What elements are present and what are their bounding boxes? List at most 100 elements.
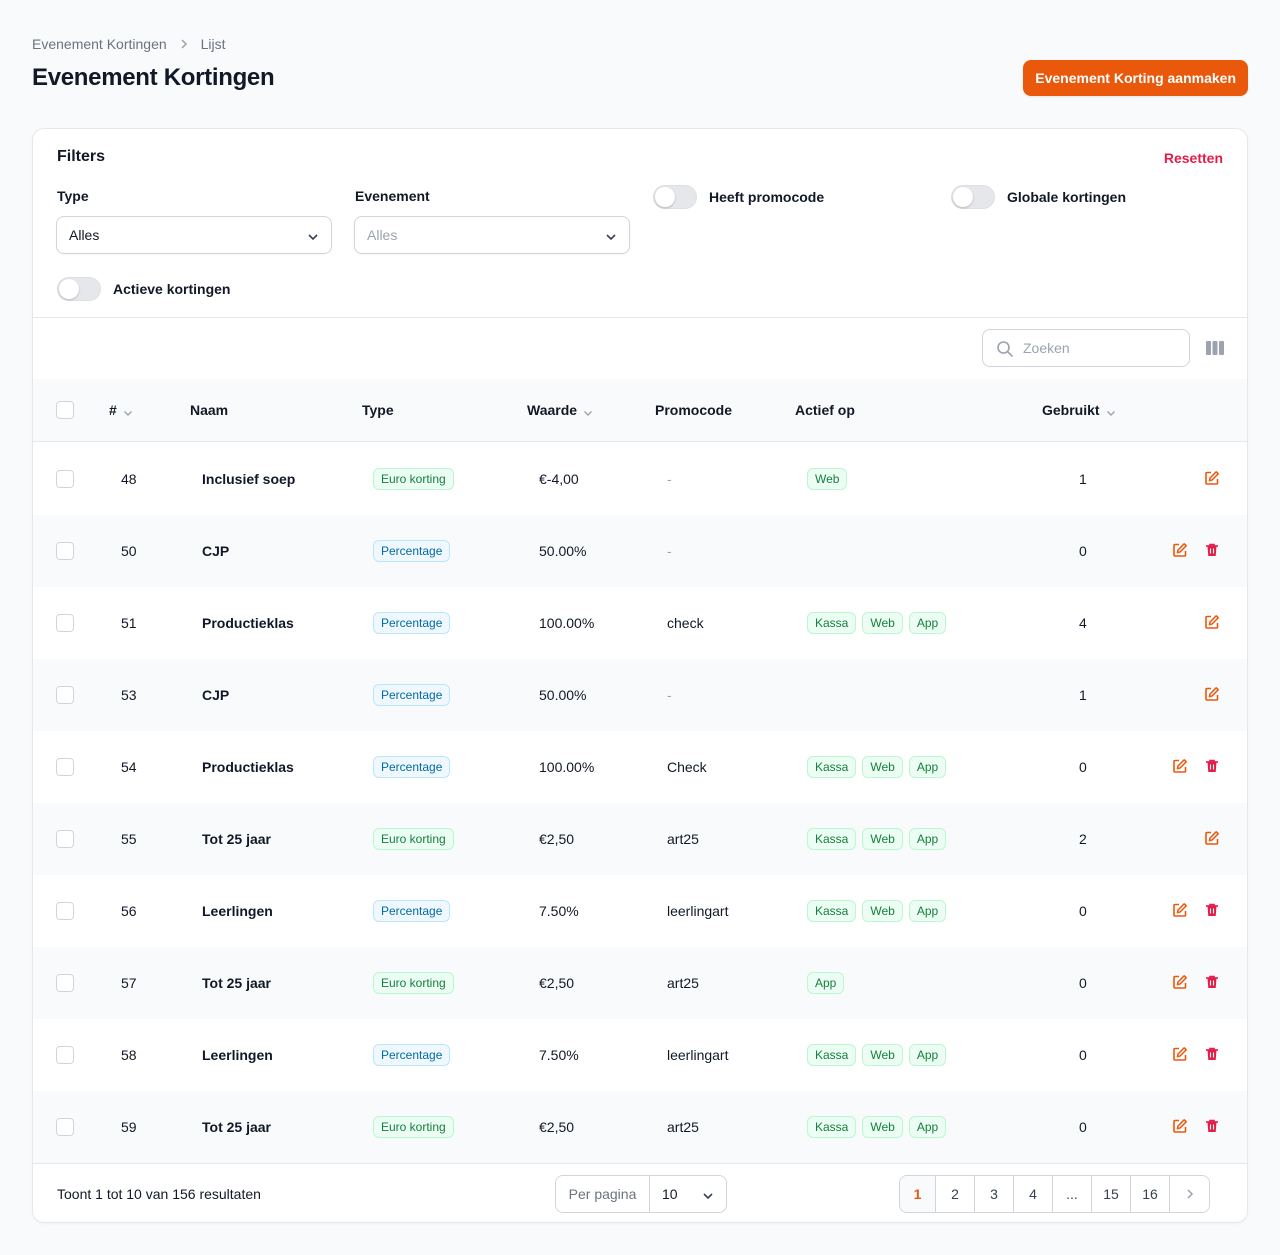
edit-icon[interactable] xyxy=(1204,470,1222,488)
global-toggle-group: Globale kortingen xyxy=(951,185,1126,209)
event-filter-label: Evenement xyxy=(355,188,430,204)
row-promocode: leerlingart xyxy=(667,903,729,919)
row-checkbox[interactable] xyxy=(56,902,74,920)
delete-icon[interactable] xyxy=(1204,974,1222,992)
edit-icon[interactable] xyxy=(1204,614,1222,632)
delete-icon[interactable] xyxy=(1204,902,1222,920)
channel-badge: Kassa xyxy=(807,1116,857,1138)
table-body: 48 Inclusief soep Euro korting €-4,00- Web 1 5… xyxy=(33,443,1247,1163)
row-checkbox[interactable] xyxy=(56,1046,74,1064)
row-type-cell: Percentage xyxy=(373,731,451,803)
page-button[interactable]: 2 xyxy=(936,1176,975,1212)
row-name: Inclusief soep xyxy=(202,471,296,487)
results-summary: Toont 1 tot 10 van 156 resultaten xyxy=(57,1186,261,1202)
page-button[interactable]: 3 xyxy=(975,1176,1014,1212)
edit-icon[interactable] xyxy=(1172,542,1190,560)
per-page-value[interactable]: 10 xyxy=(650,1176,726,1212)
search-icon xyxy=(996,340,1014,358)
sort-chevron-icon xyxy=(583,405,593,416)
row-promocode: leerlingart xyxy=(667,1047,729,1063)
row-checkbox[interactable] xyxy=(56,974,74,992)
row-type-cell: Percentage xyxy=(373,515,451,587)
page-button[interactable]: 15 xyxy=(1092,1176,1131,1212)
table-row: 54 Productieklas Percentage 100.00% Check Kas… xyxy=(33,731,1247,803)
channel-badge: Kassa xyxy=(807,756,857,778)
row-checkbox[interactable] xyxy=(56,1118,74,1136)
page-button: ... xyxy=(1053,1176,1092,1212)
filters-divider xyxy=(33,317,1247,318)
active-discounts-toggle[interactable] xyxy=(57,277,101,301)
page-button[interactable]: 1 xyxy=(900,1176,936,1212)
row-promocode: Check xyxy=(667,759,707,775)
table-row: 48 Inclusief soep Euro korting €-4,00 - Web 1 xyxy=(33,443,1247,515)
column-header-used[interactable]: Gebruikt xyxy=(1042,402,1116,418)
page-button[interactable]: 4 xyxy=(1014,1176,1053,1212)
breadcrumb-current: Lijst xyxy=(200,36,226,52)
row-checkbox[interactable] xyxy=(56,686,74,704)
column-header-value[interactable]: Waarde xyxy=(527,402,593,418)
active-discounts-label: Actieve kortingen xyxy=(113,281,231,297)
columns-toggle-icon[interactable] xyxy=(1205,339,1225,357)
edit-icon[interactable] xyxy=(1204,830,1222,848)
delete-icon[interactable] xyxy=(1204,542,1222,560)
row-checkbox[interactable] xyxy=(56,614,74,632)
delete-icon[interactable] xyxy=(1204,758,1222,776)
event-filter-placeholder: Alles xyxy=(367,227,398,243)
row-value: €2,50 xyxy=(539,975,575,991)
chevron-down-icon xyxy=(307,230,319,242)
row-id: 58 xyxy=(121,1047,137,1063)
type-badge: Percentage xyxy=(373,900,451,922)
column-header-id[interactable]: # xyxy=(109,402,133,418)
channel-badge: Kassa xyxy=(807,900,857,922)
type-filter-select[interactable]: Alles xyxy=(56,216,332,254)
row-type-cell: Euro korting xyxy=(373,803,454,875)
row-checkbox[interactable] xyxy=(56,758,74,776)
row-name: CJP xyxy=(202,543,230,559)
select-all-checkbox[interactable] xyxy=(56,401,74,419)
channel-badge: Web xyxy=(862,756,903,778)
row-checkbox[interactable] xyxy=(56,470,74,488)
next-page-icon[interactable] xyxy=(1170,1176,1209,1212)
row-value: €2,50 xyxy=(539,1119,575,1135)
reset-filters-link[interactable]: Resetten xyxy=(1163,150,1223,166)
active-toggle-group: Actieve kortingen xyxy=(57,277,230,301)
row-value: 100.00% xyxy=(539,615,595,631)
edit-icon[interactable] xyxy=(1172,758,1190,776)
event-filter-select[interactable]: Alles xyxy=(354,216,630,254)
edit-icon[interactable] xyxy=(1172,974,1190,992)
global-discounts-toggle[interactable] xyxy=(951,185,995,209)
row-name: Tot 25 jaar xyxy=(202,1119,271,1135)
row-checkbox[interactable] xyxy=(56,542,74,560)
row-promocode: - xyxy=(667,543,672,559)
row-type-cell: Euro korting xyxy=(373,443,454,515)
row-id: 59 xyxy=(121,1119,137,1135)
delete-icon[interactable] xyxy=(1204,1046,1222,1064)
breadcrumb-root[interactable]: Evenement Kortingen xyxy=(32,36,167,52)
has-promocode-toggle[interactable] xyxy=(653,185,697,209)
column-header-name: Naam xyxy=(190,402,229,418)
search-input[interactable]: Zoeken xyxy=(982,329,1190,367)
delete-icon[interactable] xyxy=(1204,1118,1222,1136)
table-row: 58 Leerlingen Percentage 7.50% leerlingart Ka… xyxy=(33,1019,1247,1091)
row-active-on: Kassa Web App xyxy=(807,803,952,875)
per-page-select[interactable]: Per pagina 10 xyxy=(555,1175,727,1213)
edit-icon[interactable] xyxy=(1172,902,1190,920)
chevron-right-icon xyxy=(179,39,189,49)
create-discount-button[interactable]: Evenement Korting aanmaken xyxy=(1023,60,1248,96)
channel-badge: Kassa xyxy=(807,1044,857,1066)
type-badge: Euro korting xyxy=(373,828,454,850)
table-row: 53 CJP Percentage 50.00% - 1 xyxy=(33,659,1247,731)
edit-icon[interactable] xyxy=(1204,686,1222,704)
row-id: 51 xyxy=(121,615,137,631)
channel-badge: Kassa xyxy=(807,828,857,850)
edit-icon[interactable] xyxy=(1172,1046,1190,1064)
filters-title: Filters xyxy=(57,148,106,165)
channel-badge: Web xyxy=(862,1044,903,1066)
row-checkbox[interactable] xyxy=(56,830,74,848)
page-button[interactable]: 16 xyxy=(1131,1176,1170,1212)
row-used: 0 xyxy=(1079,1119,1087,1135)
edit-icon[interactable] xyxy=(1172,1118,1190,1136)
row-type-cell: Euro korting xyxy=(373,947,454,1019)
type-filter-value: Alles xyxy=(69,227,100,243)
table-row: 51 Productieklas Percentage 100.00% check Kas… xyxy=(33,587,1247,659)
